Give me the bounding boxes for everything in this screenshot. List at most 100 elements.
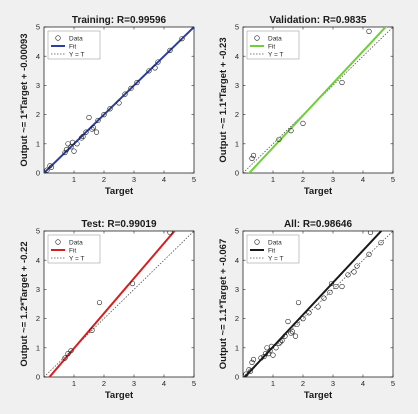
panel-title: All: R=0.98646 bbox=[284, 219, 353, 230]
data-point bbox=[288, 128, 294, 134]
data-point bbox=[285, 318, 291, 325]
x-tick-label: 2 bbox=[301, 379, 305, 388]
x-tick-label: 5 bbox=[391, 175, 395, 184]
x-tick-label: 4 bbox=[162, 379, 166, 388]
data-point bbox=[167, 231, 173, 236]
data-point bbox=[89, 126, 95, 132]
data-point bbox=[292, 333, 299, 339]
data-point bbox=[78, 135, 85, 141]
data-point bbox=[179, 36, 185, 42]
data-point bbox=[96, 299, 103, 306]
identity-line bbox=[44, 231, 194, 377]
legend: Data Fit Y = T bbox=[246, 234, 300, 264]
x-tick-label: 4 bbox=[361, 175, 365, 184]
data-point bbox=[282, 333, 288, 339]
y-tick-label: 0 bbox=[235, 373, 239, 382]
data-point bbox=[328, 280, 335, 287]
legend-label-fit: Fit bbox=[268, 247, 275, 254]
data-point bbox=[62, 355, 68, 361]
data-point bbox=[74, 141, 80, 147]
data-point bbox=[339, 283, 345, 290]
y-tick-label: 0 bbox=[235, 169, 239, 178]
y-tick-label: 5 bbox=[36, 23, 40, 32]
data-point bbox=[167, 47, 173, 53]
panel-title: Test: R=0.99019 bbox=[81, 219, 157, 230]
plot-marks bbox=[44, 231, 194, 377]
data-point bbox=[277, 339, 284, 345]
panel-title: Training: R=0.99596 bbox=[72, 15, 167, 26]
axes: 1 2 3 4 5 0 1 2 3 4 5 bbox=[36, 23, 196, 184]
x-tick-label: 1 bbox=[72, 379, 76, 388]
data-point bbox=[288, 330, 294, 336]
y-tick-label: 5 bbox=[36, 227, 40, 236]
x-tick-label: 2 bbox=[102, 379, 106, 388]
data-point bbox=[366, 28, 372, 34]
legend-label-data: Data bbox=[69, 239, 83, 246]
y-tick-label: 4 bbox=[235, 52, 239, 61]
identity-line bbox=[243, 231, 393, 377]
data-point bbox=[246, 367, 252, 373]
data-point bbox=[90, 125, 97, 131]
y-axis-label: Output ~= 1.1*Target + -0.067 bbox=[218, 239, 229, 370]
legend-data-marker bbox=[254, 35, 260, 41]
y-tick-label: 4 bbox=[235, 256, 239, 265]
y-tick-label: 0 bbox=[36, 169, 40, 178]
y-tick-label: 3 bbox=[235, 81, 239, 90]
x-axis-label: Target bbox=[105, 186, 134, 197]
x-tick-label: 1 bbox=[271, 175, 275, 184]
legend-data-marker bbox=[254, 239, 260, 245]
panel-all: All: R=0.98646 1 2 3 4 5 0 1 2 3 4 5 Target Output… bbox=[218, 219, 395, 401]
data-point bbox=[116, 100, 122, 106]
data-point bbox=[146, 68, 152, 74]
data-point bbox=[289, 329, 296, 335]
legend-data-marker bbox=[55, 239, 61, 245]
data-point bbox=[155, 59, 161, 65]
fit-line bbox=[247, 27, 388, 173]
x-tick-label: 2 bbox=[301, 175, 305, 184]
x-tick-label: 4 bbox=[162, 175, 166, 184]
x-axis-label: Target bbox=[304, 186, 333, 197]
data-point bbox=[71, 148, 77, 154]
y-tick-label: 1 bbox=[235, 343, 239, 352]
y-tick-label: 3 bbox=[235, 285, 239, 294]
legend-label-identity: Y = T bbox=[69, 255, 85, 262]
data-point bbox=[378, 240, 384, 246]
y-tick-label: 4 bbox=[36, 256, 40, 265]
legend-label-identity: Y = T bbox=[69, 51, 85, 58]
identity-line bbox=[243, 27, 393, 173]
data-point bbox=[367, 231, 374, 236]
plot-marks bbox=[243, 231, 393, 377]
plot-marks bbox=[243, 27, 393, 173]
data-point bbox=[273, 345, 279, 351]
y-tick-label: 1 bbox=[36, 139, 40, 148]
y-tick-label: 0 bbox=[36, 373, 40, 382]
data-point bbox=[294, 321, 300, 328]
legend-label-fit: Fit bbox=[268, 43, 275, 50]
x-tick-label: 1 bbox=[271, 379, 275, 388]
y-tick-label: 2 bbox=[36, 314, 40, 323]
legend-label-identity: Y = T bbox=[268, 255, 284, 262]
data-point bbox=[265, 351, 272, 357]
data-point bbox=[270, 352, 276, 358]
data-point bbox=[268, 343, 275, 349]
axes: 1 2 3 4 5 0 1 2 3 4 5 bbox=[36, 227, 196, 388]
y-tick-label: 5 bbox=[235, 227, 239, 236]
legend: Data Fit Y = T bbox=[246, 30, 300, 60]
panel-title: Validation: R=0.9835 bbox=[270, 15, 367, 26]
data-point bbox=[128, 85, 134, 91]
legend-label-data: Data bbox=[69, 35, 83, 42]
data-point bbox=[345, 272, 351, 278]
x-tick-label: 5 bbox=[192, 175, 196, 184]
data-point bbox=[306, 310, 312, 316]
data-point bbox=[247, 368, 254, 374]
legend-label-data: Data bbox=[268, 35, 282, 42]
data-point bbox=[152, 65, 158, 71]
data-point bbox=[321, 295, 327, 301]
data-point bbox=[65, 141, 71, 147]
data-point bbox=[250, 356, 257, 363]
y-axis-label: Output ~= 1.2*Target + -0.22 bbox=[19, 241, 30, 366]
data-point bbox=[249, 359, 255, 366]
data-point bbox=[95, 117, 101, 124]
